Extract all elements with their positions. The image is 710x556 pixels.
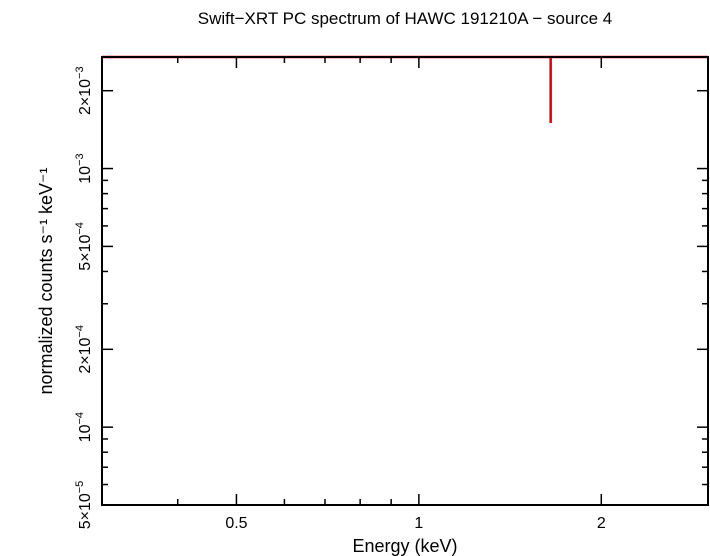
- chart-title: Swift−XRT PC spectrum of HAWC 191210A − …: [198, 9, 612, 28]
- y-tick-label: 2×10−3: [74, 66, 94, 115]
- x-tick-label: 0.5: [225, 515, 247, 532]
- y-tick-label: 10−4: [74, 412, 94, 442]
- y-tick-label: 5×10−4: [74, 222, 94, 271]
- x-tick-label: 1: [414, 515, 423, 532]
- x-axis-label: Energy (keV): [352, 536, 457, 556]
- y-axis-label: normalized counts s⁻¹ keV⁻¹: [36, 167, 56, 394]
- data-layer: [102, 55, 708, 124]
- y-tick-label: 2×10−4: [74, 325, 94, 374]
- data-point: [102, 55, 708, 124]
- axes-layer: 0.5 1 2 5×10−5 10−4 2×10−4 5×10−4 10−3 2×10−3: [74, 57, 709, 532]
- y-tick-label: 10−3: [74, 153, 94, 183]
- x-tick-label: 2: [597, 515, 606, 532]
- y-tick-label: 5×10−5: [74, 481, 94, 530]
- plot-frame: [101, 56, 709, 506]
